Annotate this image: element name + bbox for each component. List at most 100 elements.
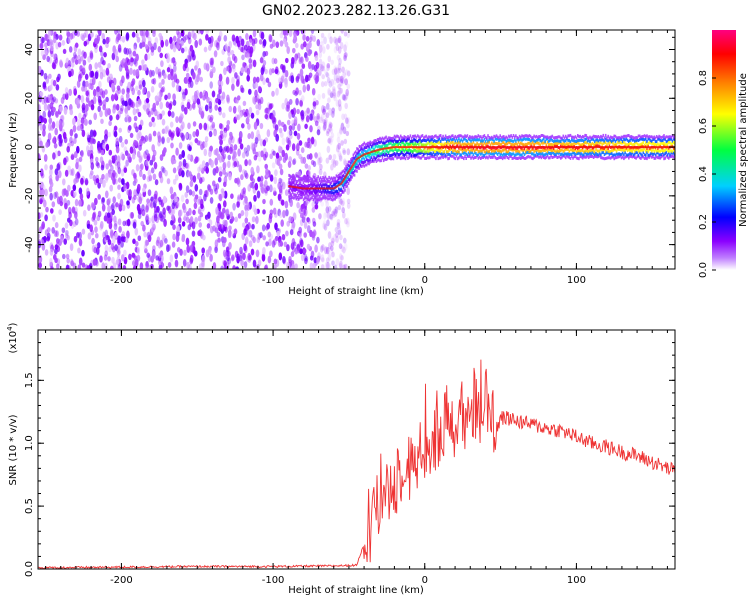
signal-cell <box>645 149 647 153</box>
signal-cell <box>345 179 347 183</box>
signal-cell <box>382 141 385 145</box>
signal-cell <box>338 191 340 195</box>
noise-speck <box>106 212 111 218</box>
signal-cell <box>397 155 399 159</box>
noise-speck <box>252 30 257 38</box>
signal-cell <box>334 182 336 186</box>
signal-cell <box>363 146 366 150</box>
signal-cell <box>640 135 642 139</box>
noise-speck <box>205 161 209 168</box>
noise-speck <box>95 232 99 239</box>
noise-speck <box>128 253 132 261</box>
noise-speck <box>336 136 341 143</box>
signal-cell <box>494 149 497 153</box>
signal-cell <box>386 137 389 141</box>
signal-cell <box>571 142 573 146</box>
signal-cell <box>351 167 353 171</box>
noise-speck <box>291 56 295 65</box>
noise-speck <box>333 94 337 102</box>
signal-cell <box>518 142 521 146</box>
signal-cell <box>441 147 443 151</box>
noise-speck <box>152 245 156 252</box>
noise-speck <box>267 255 272 264</box>
signal-cell <box>424 150 426 154</box>
signal-cell <box>621 135 624 139</box>
signal-cell <box>510 134 512 138</box>
signal-cell <box>396 134 398 138</box>
signal-cell <box>312 181 315 185</box>
noise-speck <box>327 89 332 96</box>
noise-speck <box>104 244 109 253</box>
signal-cell <box>601 148 603 152</box>
signal-cell <box>412 139 414 143</box>
noise-speck <box>327 55 332 63</box>
noise-speck <box>240 259 244 267</box>
signal-cell <box>397 135 399 139</box>
signal-cell <box>558 151 561 155</box>
noise-speck <box>146 198 150 204</box>
signal-cell <box>552 136 555 140</box>
signal-cell <box>295 179 298 183</box>
noise-speck <box>90 70 95 78</box>
noise-speck <box>42 110 46 119</box>
noise-speck <box>144 135 149 143</box>
signal-cell <box>446 139 448 143</box>
signal-cell <box>646 134 648 138</box>
noise-speck <box>77 264 82 269</box>
noise-speck <box>134 102 139 108</box>
noise-speck <box>131 87 135 96</box>
noise-speck <box>262 59 267 66</box>
noise-speck <box>211 121 216 129</box>
signal-cell <box>541 154 544 158</box>
signal-cell <box>518 156 521 160</box>
signal-cell <box>595 135 597 139</box>
signal-cell <box>414 134 416 138</box>
signal-cell <box>484 152 487 156</box>
signal-cell <box>523 137 526 141</box>
signal-cell <box>438 137 441 141</box>
noise-speck <box>295 75 300 82</box>
signal-cell <box>339 172 341 176</box>
signal-cell <box>381 136 384 140</box>
noise-speck <box>281 102 286 110</box>
signal-cell <box>490 141 493 145</box>
noise-speck <box>322 124 327 132</box>
signal-cell <box>520 141 522 145</box>
signal-cell <box>432 136 435 140</box>
noise-speck <box>295 42 299 49</box>
signal-cell <box>571 152 573 156</box>
signal-cell <box>384 141 386 145</box>
signal-cell <box>533 153 535 157</box>
signal-cell <box>594 153 596 157</box>
noise-speck <box>224 145 228 152</box>
noise-speck <box>199 30 204 34</box>
noise-speck <box>222 162 227 170</box>
noise-speck <box>159 52 163 59</box>
signal-cell <box>370 144 373 148</box>
noise-speck <box>280 63 284 70</box>
y-tick-label: 40 <box>24 43 35 56</box>
signal-cell <box>569 143 572 147</box>
signal-cell <box>477 156 480 160</box>
signal-cell <box>524 156 527 160</box>
noise-speck <box>260 150 264 158</box>
noise-speck <box>50 45 54 52</box>
signal-cell <box>581 143 584 146</box>
signal-cell <box>613 146 615 150</box>
signal-cell <box>464 134 466 138</box>
signal-cell <box>426 149 429 153</box>
signal-cell <box>657 149 659 153</box>
signal-cell <box>293 193 295 197</box>
signal-cell <box>311 181 313 185</box>
signal-cell <box>554 149 556 153</box>
noise-speck <box>282 157 287 163</box>
signal-cell <box>447 150 449 154</box>
signal-cell <box>376 158 379 162</box>
noise-speck <box>105 163 109 170</box>
noise-speck <box>181 94 185 102</box>
noise-speck <box>180 30 185 37</box>
signal-cell <box>376 145 379 149</box>
noise-speck <box>318 51 323 59</box>
signal-cell <box>538 142 540 145</box>
noise-speck <box>346 198 351 204</box>
